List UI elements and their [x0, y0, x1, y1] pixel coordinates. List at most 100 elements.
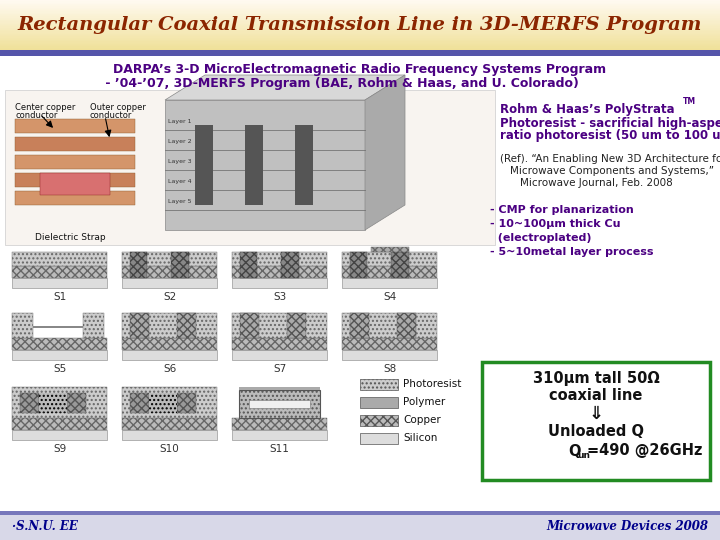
Bar — [122, 350, 217, 360]
Bar — [342, 338, 437, 350]
Bar — [371, 247, 408, 252]
Text: Photoresist - sacrificial high-aspect: Photoresist - sacrificial high-aspect — [500, 117, 720, 130]
Bar — [0, 41, 720, 43]
Bar — [122, 252, 217, 266]
Bar — [392, 252, 408, 278]
Bar — [12, 313, 33, 338]
Text: Polymer: Polymer — [403, 397, 445, 407]
Text: =490 @26GHz: =490 @26GHz — [587, 443, 703, 458]
Text: S5: S5 — [53, 364, 66, 374]
Bar — [0, 24, 720, 25]
Bar — [39, 393, 67, 414]
Bar — [0, 39, 720, 40]
Bar — [0, 37, 720, 39]
Text: Layer 5: Layer 5 — [168, 199, 192, 205]
Bar — [0, 5, 720, 6]
Bar — [0, 33, 720, 35]
Text: (Ref). “An Enabling New 3D Architecture for: (Ref). “An Enabling New 3D Architecture … — [500, 154, 720, 164]
Bar — [12, 338, 107, 350]
Bar — [360, 397, 398, 408]
Text: S7: S7 — [273, 364, 286, 374]
Text: S1: S1 — [53, 292, 66, 302]
Text: S11: S11 — [269, 444, 289, 454]
Bar — [0, 31, 720, 32]
Text: S9: S9 — [53, 444, 66, 454]
Text: Layer 4: Layer 4 — [168, 179, 192, 185]
Bar — [122, 418, 217, 430]
Bar — [122, 387, 217, 418]
Bar — [0, 20, 720, 21]
Bar — [0, 6, 720, 8]
Bar — [40, 173, 110, 195]
Bar — [350, 252, 366, 278]
Bar — [295, 125, 313, 205]
Bar — [232, 252, 327, 266]
Bar — [240, 313, 258, 338]
Text: Copper: Copper — [403, 415, 441, 425]
Bar — [15, 155, 135, 169]
Bar — [342, 278, 437, 288]
Text: ⇓: ⇓ — [588, 405, 603, 423]
Bar — [0, 26, 720, 28]
Bar — [0, 46, 720, 48]
Bar — [0, 3, 720, 4]
Text: Outer copper: Outer copper — [90, 104, 146, 112]
Bar — [0, 21, 720, 23]
Bar — [232, 278, 327, 288]
Text: Layer 2: Layer 2 — [168, 139, 192, 145]
Bar — [12, 266, 107, 278]
Text: Rectangular Coaxial Transmission Line in 3D-MERFS Program: Rectangular Coaxial Transmission Line in… — [18, 16, 702, 34]
Bar — [15, 173, 135, 187]
Bar — [239, 390, 320, 418]
Bar — [12, 350, 107, 360]
Bar — [12, 430, 107, 440]
Text: S3: S3 — [273, 292, 286, 302]
Bar — [482, 362, 710, 480]
Bar — [130, 393, 148, 414]
Bar — [15, 137, 135, 151]
Bar — [15, 119, 135, 133]
Text: ratio photoresist (50 um to 100 um thick): ratio photoresist (50 um to 100 um thick… — [500, 130, 720, 143]
Bar — [5, 90, 495, 245]
Bar — [0, 4, 720, 5]
Bar — [350, 313, 369, 338]
Text: Microwave Journal, Feb. 2008: Microwave Journal, Feb. 2008 — [520, 178, 672, 188]
Bar — [0, 45, 720, 46]
Text: S8: S8 — [383, 364, 396, 374]
Bar — [171, 252, 189, 278]
Text: TM: TM — [683, 97, 696, 106]
Bar — [0, 19, 720, 20]
Bar — [0, 12, 720, 14]
Bar — [0, 25, 720, 26]
Bar — [282, 252, 299, 278]
Text: conductor: conductor — [15, 111, 58, 119]
Bar — [177, 313, 196, 338]
Bar — [360, 415, 398, 426]
Text: - ’04-’07, 3D-MERFS Program (BAE, Rohm & Haas, and U. Colorado): - ’04-’07, 3D-MERFS Program (BAE, Rohm &… — [101, 78, 579, 91]
Bar — [287, 313, 306, 338]
Text: DARPA’s 3-D MicroElectromagnetic Radio Frequency Systems Program: DARPA’s 3-D MicroElectromagnetic Radio F… — [114, 64, 606, 77]
Bar — [232, 418, 327, 430]
Text: Layer 3: Layer 3 — [168, 159, 192, 165]
Bar — [397, 313, 416, 338]
Bar — [130, 252, 147, 278]
Bar — [232, 313, 327, 338]
Bar — [0, 14, 720, 15]
Bar — [0, 10, 720, 11]
Bar — [360, 379, 398, 390]
Bar — [33, 326, 84, 328]
Bar — [15, 191, 135, 205]
Bar — [239, 387, 320, 390]
Bar — [0, 23, 720, 24]
Bar — [342, 350, 437, 360]
Text: S10: S10 — [160, 444, 179, 454]
Text: ·S.N.U. EE: ·S.N.U. EE — [12, 521, 78, 534]
Bar — [122, 278, 217, 288]
Bar — [0, 43, 720, 44]
Text: Layer 1: Layer 1 — [168, 119, 192, 125]
Bar — [67, 393, 86, 414]
Text: Center copper: Center copper — [15, 104, 76, 112]
Bar — [165, 100, 365, 230]
Bar — [232, 266, 327, 278]
Bar — [12, 418, 107, 430]
